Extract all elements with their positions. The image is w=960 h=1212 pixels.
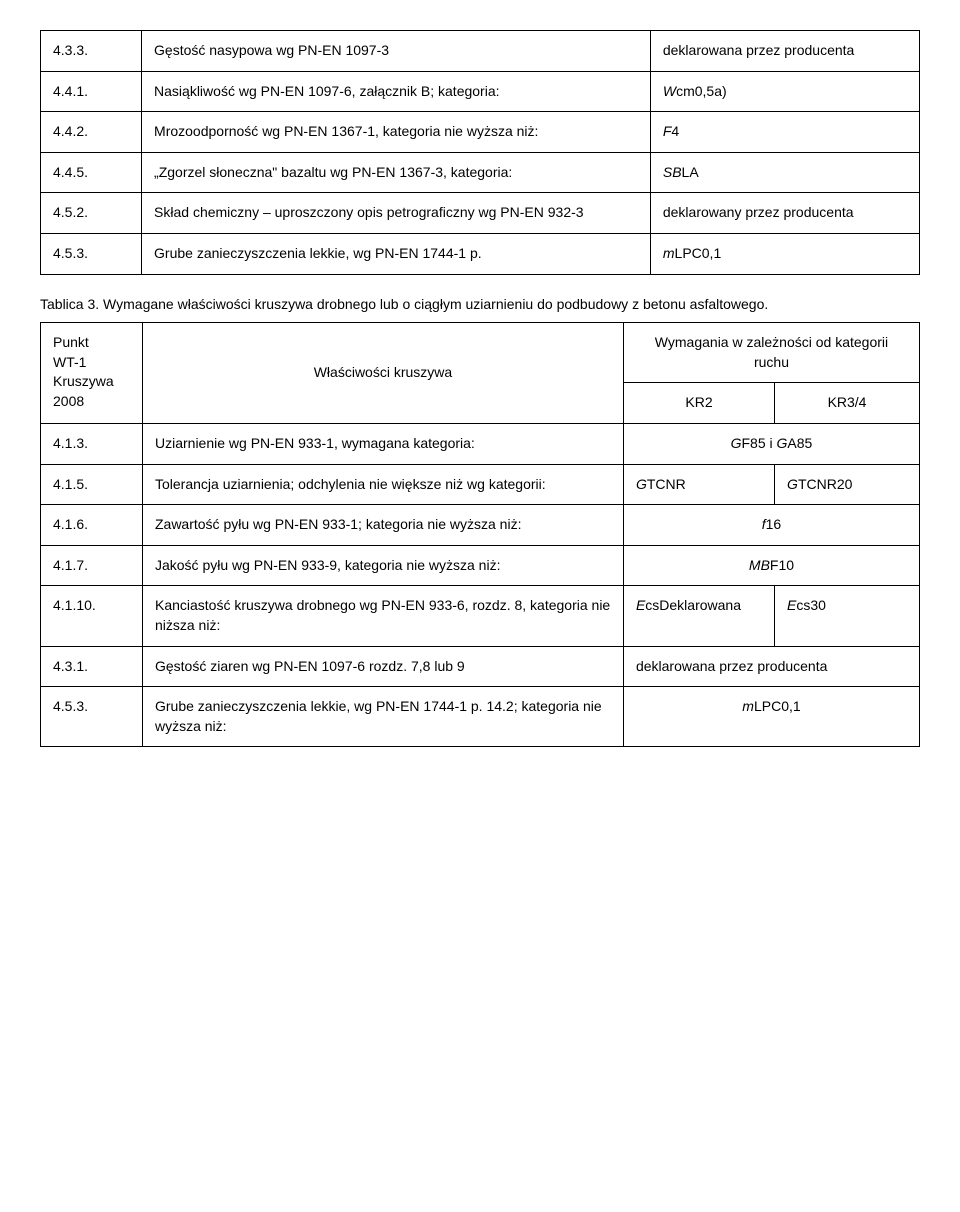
row-desc: Nasiąkliwość wg PN-EN 1097-6, załącznik … xyxy=(142,71,651,112)
row-desc: Uziarnienie wg PN-EN 933-1, wymagana kat… xyxy=(142,423,623,464)
table-row: 4.1.7. Jakość pyłu wg PN-EN 933-9, kateg… xyxy=(41,545,920,586)
row-val: GF85 i GA85 xyxy=(623,423,919,464)
table-caption: Tablica 3. Wymagane właściwości kruszywa… xyxy=(40,295,920,315)
row-desc: Kanciastość kruszywa drobnego wg PN-EN 9… xyxy=(142,586,623,646)
row-num: 4.4.5. xyxy=(41,152,142,193)
row-val1: EcsDeklarowana xyxy=(623,586,774,646)
row-val: F4 xyxy=(650,112,919,153)
row-num: 4.4.2. xyxy=(41,112,142,153)
row-num: 4.5.2. xyxy=(41,193,142,234)
row-desc: „Zgorzel słoneczna" bazaltu wg PN-EN 136… xyxy=(142,152,651,193)
table-row: 4.1.5. Tolerancja uziarnienia; odchyleni… xyxy=(41,464,920,505)
row-desc: Jakość pyłu wg PN-EN 933-9, kategoria ni… xyxy=(142,545,623,586)
row-desc: Zawartość pyłu wg PN-EN 933-1; kategoria… xyxy=(142,505,623,546)
row-val1: GTCNR xyxy=(623,464,774,505)
row-num: 4.1.6. xyxy=(41,505,143,546)
row-desc: Gęstość ziaren wg PN-EN 1097-6 rozdz. 7,… xyxy=(142,646,623,687)
row-num: 4.3.3. xyxy=(41,31,142,72)
table-properties-2: Punkt WT-1 Kruszywa 2008 Właściwości kru… xyxy=(40,322,920,747)
row-val2: Ecs30 xyxy=(775,586,920,646)
row-val: deklarowana przez producenta xyxy=(650,31,919,72)
row-desc: Tolerancja uziarnienia; odchylenia nie w… xyxy=(142,464,623,505)
row-val: mLPC0,1 xyxy=(623,687,919,747)
row-num: 4.4.1. xyxy=(41,71,142,112)
table-row: 4.4.2. Mrozoodporność wg PN-EN 1367-1, k… xyxy=(41,112,920,153)
row-val: deklarowana przez producenta xyxy=(623,646,919,687)
table-row: 4.5.2. Skład chemiczny – uproszczony opi… xyxy=(41,193,920,234)
table-row: 4.1.3. Uziarnienie wg PN-EN 933-1, wymag… xyxy=(41,423,920,464)
row-num: 4.1.5. xyxy=(41,464,143,505)
table-row: 4.1.6. Zawartość pyłu wg PN-EN 933-1; ka… xyxy=(41,505,920,546)
row-val: Wcm0,5a) xyxy=(650,71,919,112)
row-desc: Mrozoodporność wg PN-EN 1367-1, kategori… xyxy=(142,112,651,153)
table-row: 4.3.3. Gęstość nasypowa wg PN-EN 1097-3 … xyxy=(41,31,920,72)
row-num: 4.5.3. xyxy=(41,233,142,274)
table-row: 4.4.5. „Zgorzel słoneczna" bazaltu wg PN… xyxy=(41,152,920,193)
header-sub2: KR3/4 xyxy=(775,383,920,424)
row-num: 4.5.3. xyxy=(41,687,143,747)
header-col2: Właściwości kruszywa xyxy=(142,323,623,424)
row-num: 4.3.1. xyxy=(41,646,143,687)
header-col3: Wymagania w zależności od kategorii ruch… xyxy=(623,323,919,383)
table-row: 4.5.3. Grube zanieczyszczenia lekkie, wg… xyxy=(41,233,920,274)
row-desc: Skład chemiczny – uproszczony opis petro… xyxy=(142,193,651,234)
row-desc: Grube zanieczyszczenia lekkie, wg PN-EN … xyxy=(142,233,651,274)
table-header-row: Punkt WT-1 Kruszywa 2008 Właściwości kru… xyxy=(41,323,920,383)
row-val: mLPC0,1 xyxy=(650,233,919,274)
row-num: 4.1.10. xyxy=(41,586,143,646)
row-val: SBLA xyxy=(650,152,919,193)
table-properties-1: 4.3.3. Gęstość nasypowa wg PN-EN 1097-3 … xyxy=(40,30,920,275)
table-row: 4.5.3. Grube zanieczyszczenia lekkie, wg… xyxy=(41,687,920,747)
table-row: 4.4.1. Nasiąkliwość wg PN-EN 1097-6, zał… xyxy=(41,71,920,112)
row-val: f16 xyxy=(623,505,919,546)
row-val2: GTCNR20 xyxy=(775,464,920,505)
table-row: 4.1.10. Kanciastość kruszywa drobnego wg… xyxy=(41,586,920,646)
row-num: 4.1.7. xyxy=(41,545,143,586)
table-row: 4.3.1. Gęstość ziaren wg PN-EN 1097-6 ro… xyxy=(41,646,920,687)
header-col1: Punkt WT-1 Kruszywa 2008 xyxy=(41,323,143,424)
row-val: deklarowany przez producenta xyxy=(650,193,919,234)
row-num: 4.1.3. xyxy=(41,423,143,464)
row-val: MBF10 xyxy=(623,545,919,586)
row-desc: Gęstość nasypowa wg PN-EN 1097-3 xyxy=(142,31,651,72)
row-desc: Grube zanieczyszczenia lekkie, wg PN-EN … xyxy=(142,687,623,747)
header-sub1: KR2 xyxy=(623,383,774,424)
